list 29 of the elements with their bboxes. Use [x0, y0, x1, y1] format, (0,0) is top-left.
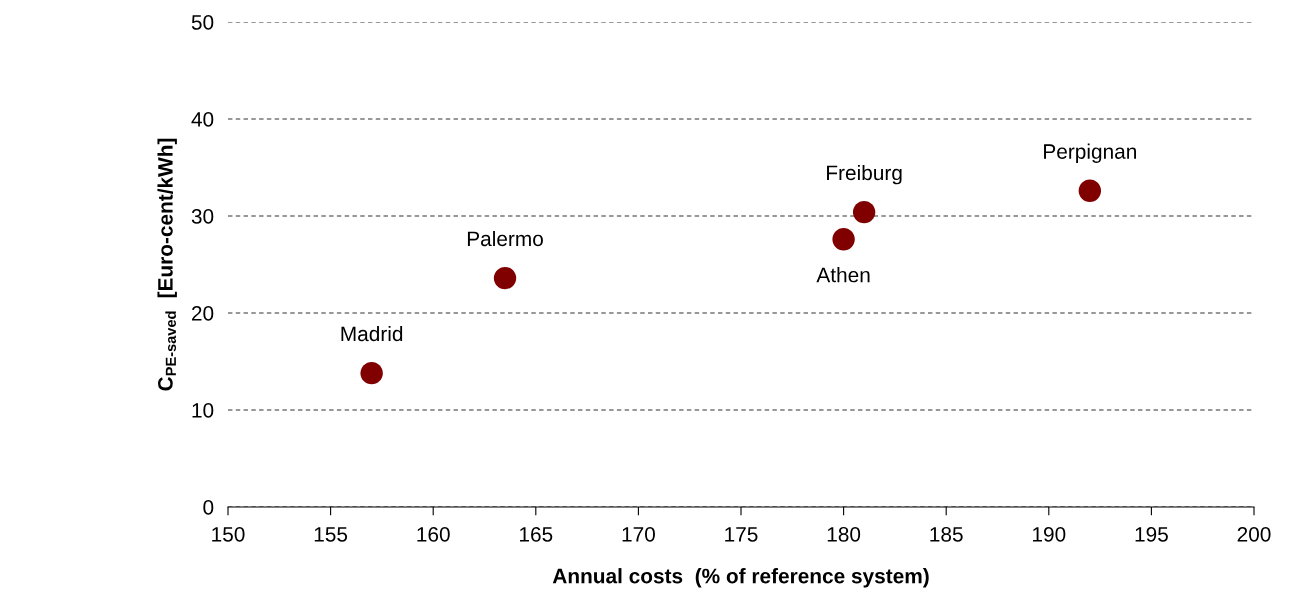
- x-tick-label: 200: [1237, 526, 1271, 542]
- point: [1078, 179, 1102, 202]
- x-tick-label: 185: [930, 526, 963, 542]
- y-tick-label: 30: [191, 209, 214, 224]
- x-tick-label: 190: [1033, 526, 1066, 542]
- x-axis-title: Annual costs (% of reference system): [552, 568, 929, 588]
- point: [360, 361, 383, 385]
- y-tick-label: 20: [191, 306, 214, 321]
- annotation: Perpignan: [1044, 143, 1136, 163]
- x-tick-label: 180: [827, 526, 861, 542]
- x-tick-label: 160: [417, 526, 450, 542]
- point: [852, 200, 876, 224]
- point: [832, 228, 855, 251]
- y-axis-title: C$_{PE-saved}$ [Euro-cent/kWh]: [157, 138, 177, 391]
- annotation: Palermo: [467, 230, 543, 247]
- annotation: Freiburg: [827, 164, 902, 185]
- x-tick-label: 175: [725, 527, 758, 542]
- x-tick-label: 195: [1135, 526, 1168, 542]
- x-tick-label: 170: [622, 526, 655, 542]
- y-tick-label: 50: [191, 15, 214, 30]
- x-tick-label: 150: [212, 526, 245, 542]
- annotation: Athen: [816, 267, 870, 283]
- y-tick-label: 10: [192, 403, 214, 418]
- y-tick-label: 40: [191, 112, 214, 127]
- point: [493, 266, 517, 290]
- x-tick-label: 155: [314, 527, 348, 542]
- annotation: Madrid: [341, 325, 403, 342]
- y-tick-label: 0: [203, 500, 214, 515]
- x-tick-label: 165: [520, 526, 553, 542]
